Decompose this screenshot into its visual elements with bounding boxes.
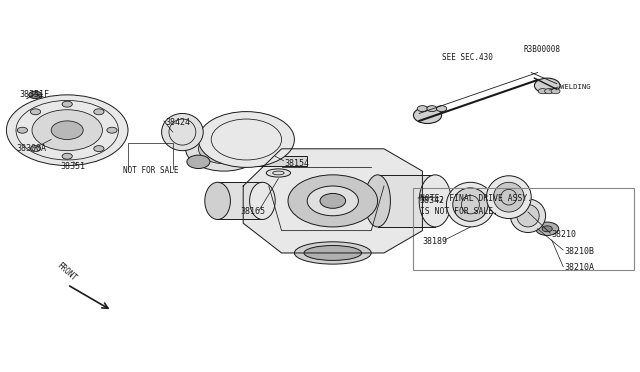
Circle shape (29, 91, 42, 99)
Ellipse shape (205, 182, 230, 219)
Text: SEE SEC.430: SEE SEC.430 (442, 52, 492, 61)
Circle shape (545, 89, 554, 94)
Text: 38189: 38189 (422, 237, 447, 246)
Circle shape (186, 126, 262, 171)
Circle shape (536, 222, 559, 235)
Circle shape (6, 95, 128, 166)
Circle shape (198, 112, 294, 167)
Circle shape (62, 153, 72, 159)
Ellipse shape (511, 199, 545, 232)
Ellipse shape (304, 246, 362, 260)
Ellipse shape (365, 175, 390, 227)
Text: 38424: 38424 (165, 118, 190, 126)
Ellipse shape (453, 188, 488, 221)
Text: 38351: 38351 (61, 162, 86, 171)
Text: 38210B: 38210B (564, 247, 595, 256)
Bar (198, 156, 307, 166)
Text: 38300A: 38300A (16, 144, 46, 153)
Circle shape (320, 193, 346, 208)
Text: 38210A: 38210A (564, 263, 595, 272)
Circle shape (93, 145, 104, 151)
Ellipse shape (493, 182, 524, 212)
Circle shape (417, 106, 428, 112)
Bar (218, 182, 262, 219)
Circle shape (62, 101, 72, 107)
Circle shape (107, 127, 117, 133)
Text: 38154: 38154 (285, 158, 310, 167)
Ellipse shape (486, 176, 531, 219)
Circle shape (534, 78, 560, 93)
Text: NOTE; FINAL DRIVE ASSY.: NOTE; FINAL DRIVE ASSY. (420, 194, 532, 203)
Bar (378, 175, 435, 227)
Text: FRONT: FRONT (54, 261, 77, 283)
Circle shape (551, 89, 560, 94)
Circle shape (288, 175, 378, 227)
Ellipse shape (517, 205, 540, 227)
Text: NOT FOR SALE: NOT FOR SALE (123, 166, 178, 175)
Text: 38342: 38342 (419, 196, 444, 205)
Text: 38351F: 38351F (19, 90, 49, 99)
Ellipse shape (266, 169, 291, 177)
Text: 38210: 38210 (552, 230, 577, 239)
Ellipse shape (447, 182, 495, 227)
Circle shape (93, 109, 104, 115)
Circle shape (427, 106, 437, 112)
Bar (413, 188, 634, 270)
Ellipse shape (161, 113, 204, 151)
Circle shape (542, 226, 552, 232)
Polygon shape (243, 149, 422, 253)
Text: WELDING: WELDING (560, 84, 591, 90)
Circle shape (538, 89, 547, 94)
Ellipse shape (250, 182, 275, 219)
Circle shape (307, 186, 358, 216)
Circle shape (17, 127, 28, 133)
Circle shape (198, 134, 250, 164)
Text: IS NOT FOR SALE.: IS NOT FOR SALE. (420, 207, 499, 216)
Circle shape (32, 110, 102, 151)
Circle shape (31, 145, 41, 151)
Circle shape (51, 121, 83, 140)
Ellipse shape (294, 242, 371, 264)
Ellipse shape (419, 175, 451, 227)
Text: R3B00008: R3B00008 (523, 45, 560, 54)
Circle shape (413, 107, 442, 124)
Circle shape (31, 109, 41, 115)
Circle shape (187, 155, 210, 169)
Circle shape (436, 106, 447, 112)
Text: 38165: 38165 (240, 207, 265, 216)
